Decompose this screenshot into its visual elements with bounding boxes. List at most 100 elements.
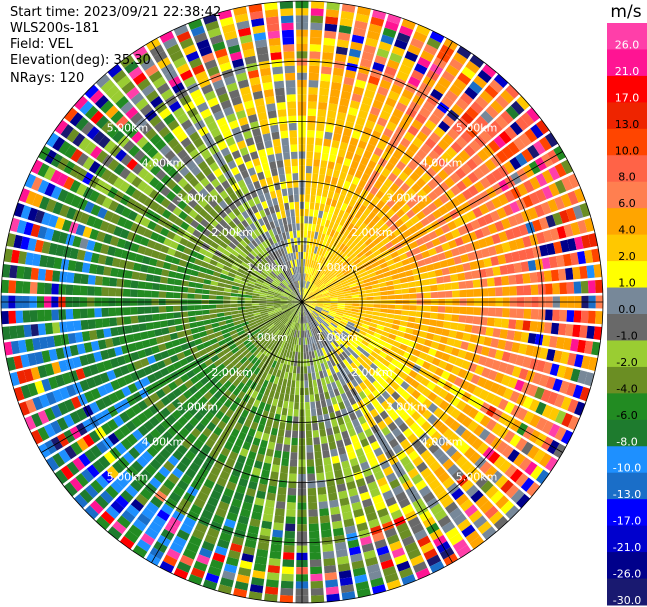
velocity-gate	[457, 349, 467, 359]
velocity-gate	[120, 470, 134, 484]
velocity-gate	[271, 398, 279, 407]
velocity-gate	[24, 415, 37, 431]
velocity-gate	[323, 302, 331, 305]
velocity-gate	[308, 305, 315, 309]
velocity-gate	[404, 177, 415, 188]
velocity-gate	[228, 451, 239, 461]
velocity-gate	[311, 245, 316, 254]
velocity-gate	[414, 529, 428, 541]
velocity-gate	[334, 269, 342, 276]
velocity-gate	[352, 567, 367, 577]
velocity-gate	[305, 307, 311, 315]
velocity-gate	[513, 262, 523, 273]
velocity-gate	[388, 333, 397, 340]
velocity-gate	[467, 342, 477, 353]
velocity-gate	[245, 341, 253, 349]
velocity-gate	[145, 273, 154, 282]
velocity-gate	[498, 361, 508, 373]
velocity-gate	[548, 166, 561, 181]
velocity-gate	[494, 349, 504, 361]
velocity-gate	[497, 339, 507, 350]
velocity-gate	[335, 312, 344, 317]
velocity-gate	[535, 417, 548, 431]
velocity-gate	[449, 172, 461, 184]
velocity-gate	[253, 339, 261, 347]
velocity-gate	[318, 315, 325, 321]
velocity-gate	[340, 280, 349, 286]
velocity-gate	[282, 552, 295, 560]
velocity-gate	[259, 417, 267, 426]
velocity-gate	[392, 279, 401, 285]
velocity-gate	[216, 335, 225, 342]
velocity-gate	[63, 414, 75, 428]
velocity-gate	[404, 444, 415, 456]
velocity-gate	[339, 253, 347, 261]
velocity-gate	[345, 444, 354, 453]
velocity-gate	[358, 309, 366, 314]
velocity-gate	[297, 315, 300, 324]
velocity-gate	[557, 268, 567, 281]
velocity-gate	[557, 323, 567, 336]
velocity-gate	[377, 277, 386, 284]
velocity-gate	[317, 316, 324, 322]
velocity-gate	[573, 188, 586, 203]
velocity-gate	[201, 444, 212, 455]
velocity-gate	[412, 246, 421, 255]
velocity-gate	[285, 516, 296, 525]
velocity-gate	[115, 442, 127, 455]
velocity-gate	[326, 593, 340, 602]
velocity-gate	[387, 90, 400, 102]
velocity-gate	[305, 289, 311, 297]
velocity-gate	[466, 382, 477, 394]
velocity-gate	[362, 246, 370, 254]
velocity-gate	[296, 302, 302, 308]
velocity-gate	[324, 23, 338, 32]
velocity-gate	[393, 77, 406, 89]
velocity-gate	[579, 386, 591, 402]
velocity-gate	[593, 264, 602, 278]
velocity-gate	[304, 387, 309, 396]
velocity-gate	[312, 166, 320, 175]
velocity-gate	[328, 389, 336, 399]
velocity-gate	[255, 408, 264, 417]
velocity-gate	[396, 198, 406, 208]
velocity-gate	[272, 368, 278, 377]
velocity-gate	[125, 407, 137, 419]
velocity-gate	[534, 258, 544, 271]
velocity-gate	[559, 309, 568, 322]
velocity-gate	[241, 376, 249, 385]
velocity-gate	[487, 245, 497, 256]
velocity-gate	[418, 432, 430, 444]
velocity-gate	[369, 322, 378, 328]
velocity-gate	[328, 221, 335, 230]
velocity-gate	[147, 373, 157, 384]
velocity-gate	[567, 398, 579, 414]
velocity-gate	[327, 286, 336, 291]
velocity-gate	[394, 261, 404, 269]
velocity-gate	[209, 405, 219, 416]
velocity-gate	[211, 342, 220, 350]
velocity-gate	[354, 169, 364, 179]
velocity-gate	[272, 420, 280, 429]
velocity-gate	[153, 471, 166, 484]
velocity-gate	[355, 477, 366, 488]
velocity-gate	[209, 376, 219, 386]
velocity-gate	[309, 44, 322, 52]
velocity-gate	[469, 54, 485, 69]
velocity-gate	[44, 407, 56, 422]
velocity-gate	[315, 262, 321, 270]
velocity-gate	[303, 352, 307, 360]
velocity-gate	[285, 523, 296, 532]
velocity-gate	[173, 305, 181, 312]
velocity-gate	[535, 469, 550, 485]
velocity-gate	[311, 372, 317, 381]
velocity-gate	[234, 339, 243, 347]
velocity-gate	[389, 540, 403, 552]
velocity-gate	[125, 420, 137, 433]
velocity-gate	[336, 260, 344, 268]
velocity-gate	[487, 287, 496, 297]
velocity-gate	[317, 333, 323, 341]
velocity-gate	[314, 261, 319, 269]
velocity-gate	[217, 453, 228, 464]
velocity-gate	[484, 357, 495, 369]
